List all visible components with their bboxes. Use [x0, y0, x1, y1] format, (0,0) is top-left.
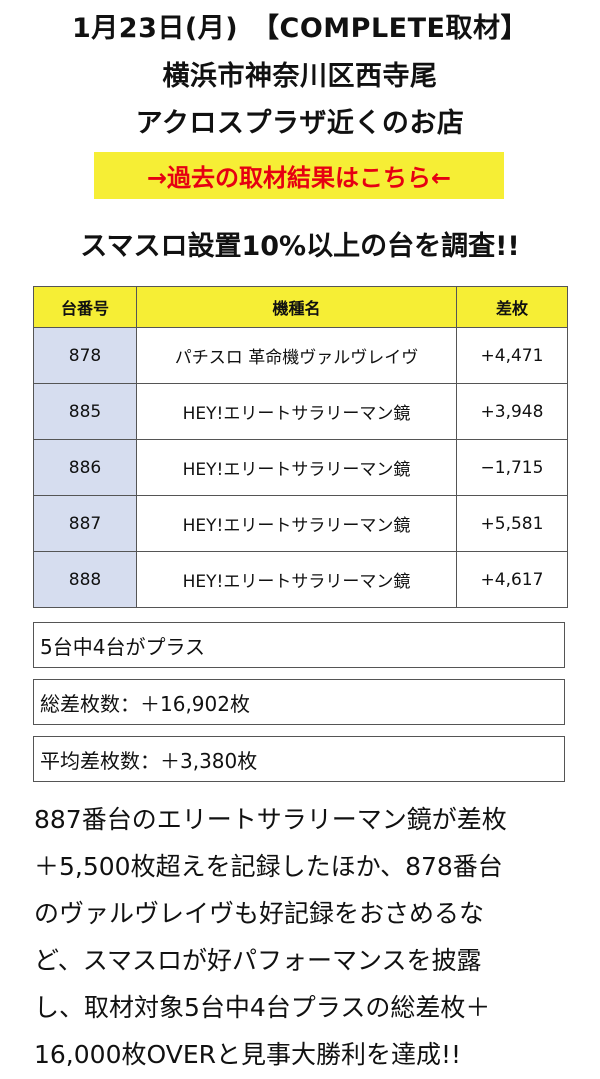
machine-number: 887	[33, 495, 137, 552]
machine-name: HEY!エリートサラリーマン鏡	[136, 383, 457, 440]
survey-heading: スマスロ設置10%以上の台を調査!!	[80, 231, 520, 262]
location-title: 横浜市神奈川区西寺尾	[162, 61, 438, 92]
results-table: 台番号 機種名 差枚 878 パチスロ 革命機ヴァルヴレイヴ +4,471 88…	[33, 286, 568, 608]
table-row: 878 パチスロ 革命機ヴァルヴレイヴ +4,471	[33, 327, 568, 384]
commentary-line: のヴァルヴレイヴも好記録をおさめるな	[34, 899, 485, 928]
commentary-line: ＋5,500枚超えを記録したほか、878番台	[34, 852, 503, 881]
machine-number: 885	[33, 383, 137, 440]
machine-name: HEY!エリートサラリーマン鏡	[136, 551, 457, 608]
table-row: 885 HEY!エリートサラリーマン鏡 +3,948	[33, 383, 568, 440]
header-diff: 差枚	[456, 286, 568, 328]
plus-count-summary: 5台中4台がプラス	[33, 622, 565, 668]
commentary-line: し、取材対象5台中4台プラスの総差枚＋	[34, 993, 491, 1022]
machine-number: 886	[33, 439, 137, 496]
store-title: アクロスプラザ近くのお店	[135, 108, 465, 139]
diff-value: +5,581	[456, 495, 568, 552]
total-diff-summary: 総差枚数：＋16,902枚	[33, 679, 565, 725]
header-machine-name: 機種名	[136, 286, 457, 328]
commentary-line: 16,000枚OVERと見事大勝利を達成!!	[34, 1040, 462, 1069]
machine-name: パチスロ 革命機ヴァルヴレイヴ	[136, 327, 457, 384]
table-row: 887 HEY!エリートサラリーマン鏡 +5,581	[33, 495, 568, 552]
diff-value: −1,715	[456, 439, 568, 496]
header-machine-number: 台番号	[33, 286, 137, 328]
machine-number: 888	[33, 551, 137, 608]
diff-value: +4,471	[456, 327, 568, 384]
machine-name: HEY!エリートサラリーマン鏡	[136, 439, 457, 496]
average-diff-summary: 平均差枚数：＋3,380枚	[33, 736, 565, 782]
table-row: 888 HEY!エリートサラリーマン鏡 +4,617	[33, 551, 568, 608]
diff-value: +4,617	[456, 551, 568, 608]
machine-name: HEY!エリートサラリーマン鏡	[136, 495, 457, 552]
machine-number: 878	[33, 327, 137, 384]
table-row: 886 HEY!エリートサラリーマン鏡 −1,715	[33, 439, 568, 496]
commentary-line: ど、スマスロが好パフォーマンスを披露	[34, 946, 482, 975]
past-results-link[interactable]: →過去の取材結果はこちら←	[94, 152, 504, 199]
diff-value: +3,948	[456, 383, 568, 440]
commentary-line: 887番台のエリートサラリーマン鏡が差枚	[34, 805, 507, 834]
commentary-text: 887番台のエリートサラリーマン鏡が差枚 ＋5,500枚超えを記録したほか、87…	[34, 796, 579, 1078]
table-header-row: 台番号 機種名 差枚	[33, 286, 568, 328]
date-title: 1月23日(月) 【COMPLETE取材】	[72, 13, 528, 44]
